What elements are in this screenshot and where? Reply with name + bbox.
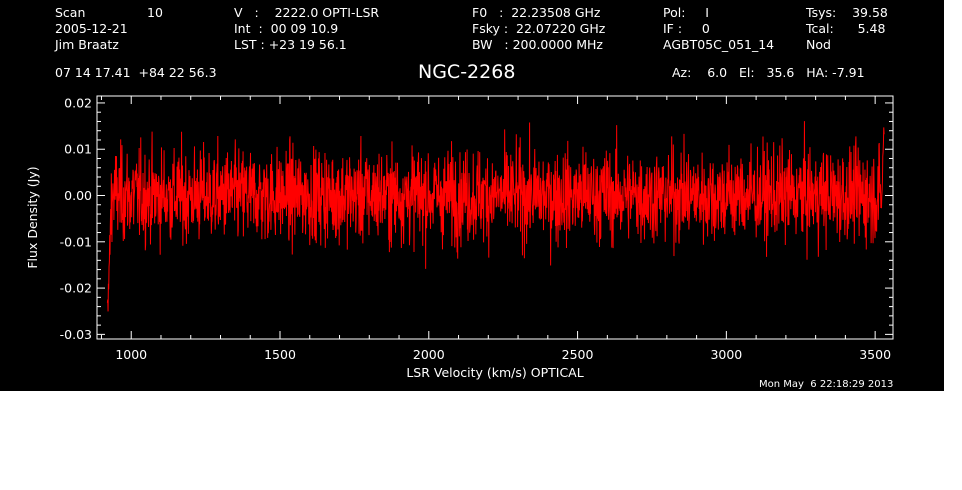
bandwidth: BW : 200.0000 MHz (472, 37, 603, 52)
system-temperature: Tsys: 39.58 (806, 5, 888, 20)
if-number: IF : 0 (663, 21, 710, 36)
polarization: Pol: I (663, 5, 709, 20)
x-tick-label: 3500 (859, 347, 891, 362)
observing-mode: Nod (806, 37, 831, 52)
source-coordinates: 07 14 17.41 +84 22 56.3 (55, 65, 217, 80)
scan-label: Scan (55, 5, 86, 20)
observer-name: Jim Braatz (55, 37, 119, 52)
y-tick-label: -0.02 (60, 281, 92, 296)
lst-readout: LST : +23 19 56.1 (234, 37, 347, 52)
chart-title: NGC-2268 (418, 61, 516, 83)
rest-frequency: F0 : 22.23508 GHz (472, 5, 601, 20)
scan-value: 10 (147, 5, 163, 20)
x-axis: 1000 1500 2000 2500 3000 3500 (100, 96, 891, 362)
spectrum-line (106, 121, 885, 312)
sky-frequency: Fsky : 22.07220 GHz (472, 21, 606, 36)
velocity-readout: V : 2222.0 OPTI-LSR (234, 5, 380, 20)
pointing-readout: Az: 6.0 El: 35.6 HA: -7.91 (672, 65, 865, 80)
x-tick-label: 3000 (710, 347, 742, 362)
plot-frame (96, 95, 894, 340)
flux-spectrum-chart: 1000 1500 2000 2500 3000 3500 -0.03 -0.02 -0.01… (25, 95, 894, 380)
project-id: AGBT05C_051_14 (663, 37, 775, 52)
y-tick-label: 0.00 (64, 188, 92, 203)
y-tick-label: -0.03 (60, 327, 92, 342)
x-tick-label: 1500 (264, 347, 296, 362)
observation-date: 2005-12-21 (55, 21, 128, 36)
cal-temperature: Tcal: 5.48 (806, 21, 886, 36)
x-axis-label: LSR Velocity (km/s) OPTICAL (406, 365, 583, 380)
y-tick-label: -0.01 (60, 234, 92, 249)
x-tick-label: 2000 (413, 347, 445, 362)
y-tick-label: 0.01 (64, 142, 92, 157)
y-axis-label: Flux Density (Jy) (25, 166, 40, 268)
spectrum-trace (106, 121, 885, 312)
integration-time: Int : 00 09 10.9 (234, 21, 339, 36)
y-tick-label: 0.02 (64, 95, 92, 110)
x-tick-label: 2500 (562, 347, 594, 362)
plot-timestamp: Mon May 6 22:18:29 2013 (759, 379, 894, 390)
spectrum-panel: Scan 10 2005-12-21 Jim Braatz 07 14 17.4… (0, 0, 944, 391)
x-tick-label: 1000 (115, 347, 147, 362)
y-axis: -0.03 -0.02 -0.01 0.00 0.01 0.02 (60, 95, 893, 342)
